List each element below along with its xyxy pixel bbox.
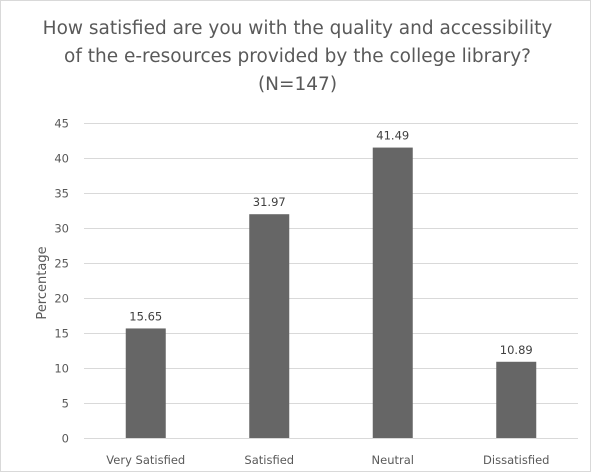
y-axis-tick-labels: 0 5 10 15 20 25 30 35 40 45: [54, 117, 69, 446]
data-label: 31.97: [253, 195, 286, 209]
y-tick-label: 35: [54, 187, 69, 201]
data-label: 41.49: [376, 129, 409, 143]
gridlines: [84, 123, 578, 439]
chart-title: How satisfied are you with the quality a…: [42, 18, 553, 95]
y-tick-label: 45: [54, 117, 69, 131]
y-tick-label: 5: [62, 397, 69, 411]
y-tick-label: 40: [54, 152, 69, 166]
y-tick-label: 15: [54, 327, 69, 341]
y-tick-label: 20: [54, 292, 69, 306]
y-tick-label: 0: [62, 432, 69, 446]
y-tick-label: 25: [54, 257, 69, 271]
bar: [249, 214, 290, 438]
category-label: Neutral: [372, 453, 414, 467]
bar: [372, 147, 413, 438]
category-label: Dissatisfied: [483, 453, 549, 467]
data-label: 15.65: [129, 309, 162, 323]
y-tick-label: 10: [54, 362, 69, 376]
bar: [496, 361, 537, 438]
data-labels: 15.65 31.97 41.49 10.89: [129, 129, 532, 357]
data-label: 10.89: [500, 343, 533, 357]
x-axis-category-labels: Very Satisfied Satisfied Neutral Dissatisfi…: [106, 453, 549, 467]
bar: [125, 328, 166, 438]
category-label: Satisfied: [244, 453, 294, 467]
y-axis-label: Percentage: [35, 246, 50, 319]
category-label: Very Satisfied: [106, 453, 185, 467]
bars: [125, 147, 537, 438]
y-tick-label: 30: [54, 222, 69, 236]
